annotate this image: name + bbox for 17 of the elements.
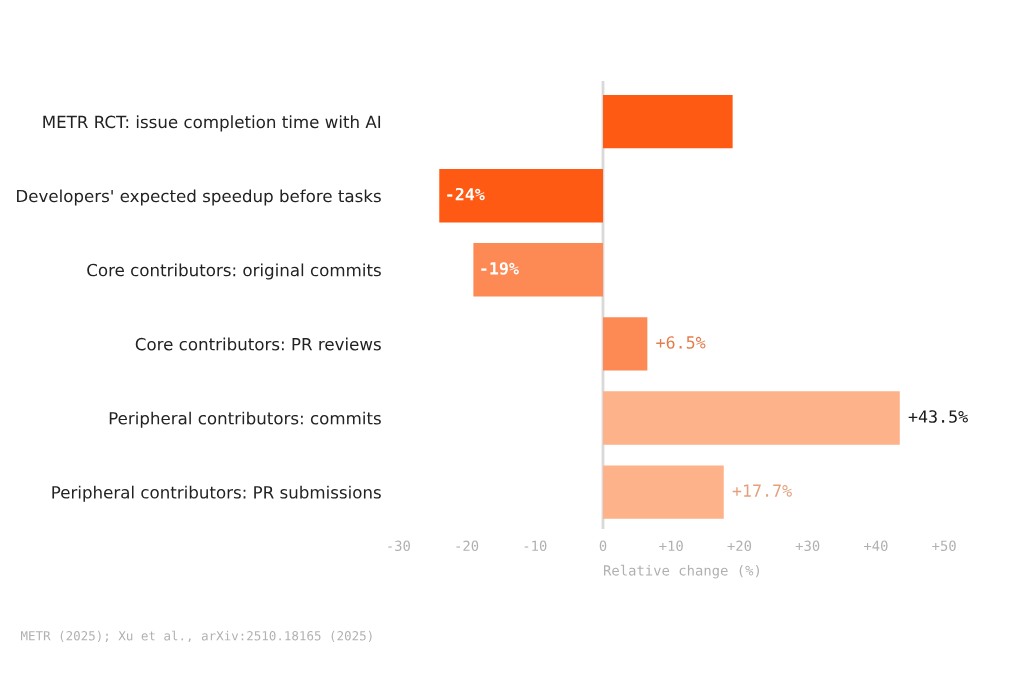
data-label: +17.7% — [732, 484, 792, 497]
bar — [603, 391, 900, 445]
bar — [603, 94, 733, 149]
y-tick-label: Core contributors: original commits — [87, 263, 381, 280]
y-tick-label: METR RCT: issue completion time with AI — [43, 115, 381, 132]
y-tick-label: Peripheral contributors: commits — [109, 411, 381, 428]
bar — [603, 465, 724, 519]
y-tick-label: Developers' expected speedup before tasks — [17, 189, 381, 206]
bar — [473, 243, 604, 297]
data-label: +6.5% — [656, 336, 706, 349]
bar — [603, 317, 648, 371]
bar — [439, 169, 604, 223]
y-tick-label: Core contributors: PR reviews — [135, 337, 381, 351]
data-label: +43.5% — [908, 410, 968, 423]
data-label: -24% — [447, 187, 485, 201]
y-tick-label: Peripheral contributors: PR submissions — [52, 485, 381, 502]
data-label: -19% — [481, 262, 519, 275]
